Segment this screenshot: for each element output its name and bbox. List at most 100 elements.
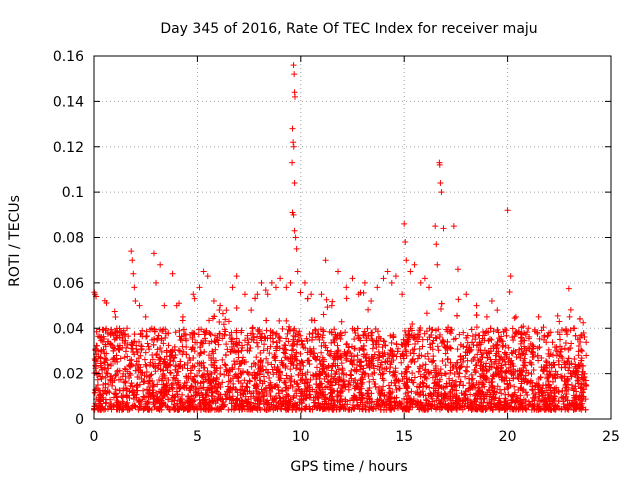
data-point-band [259,388,266,395]
data-point-band [551,390,558,397]
data-point-band [308,317,315,324]
data-point [535,313,542,320]
data-point-band [442,391,449,398]
data-point-band [314,330,321,337]
data-point-band [295,383,302,390]
data-point-band [412,400,419,407]
data-point-band [561,345,568,352]
data-point-band [568,373,575,380]
data-point-band [113,399,120,406]
data-point-band [435,382,442,389]
data-point [290,139,297,146]
data-point-band [205,373,212,380]
data-point-band [190,355,197,362]
data-point-band [177,403,184,410]
data-point-band [200,364,207,371]
data-point-band [500,342,507,349]
data-point-band [518,334,525,341]
data-point-band [335,381,342,388]
data-point [111,336,118,343]
data-point-band [263,317,270,324]
data-point-band [238,371,245,378]
x-axis-label: GPS time / hours [290,459,407,475]
data-point-band [228,335,235,342]
data-point-band [416,352,423,359]
data-point-band [391,406,398,413]
chart-title: Day 345 of 2016, Rate Of TEC Index for r… [160,21,537,37]
data-point-band [580,330,587,337]
data-point-band [132,403,139,410]
data-point-band [357,377,364,384]
data-point-band [365,332,372,339]
data-point-band [463,334,470,341]
data-point-band [256,377,263,384]
data-point-band [278,401,285,408]
data-point-band [207,331,214,338]
data-point-band [408,377,415,384]
data-point-band [110,332,117,339]
data-point-band [271,395,278,402]
data-point-band [324,304,331,311]
data-point-band [494,365,501,372]
data-point-band [267,379,274,386]
data-point-band [415,368,422,375]
data-point-band [492,394,499,401]
data-point-band [472,331,479,338]
data-point-band [364,325,371,332]
data-point-band [203,391,210,398]
x-tick-label: 0 [90,429,99,445]
data-point-band [165,377,172,384]
data-point-band [554,312,561,319]
data-point-band [234,389,241,396]
data-point-band [447,359,454,366]
data-point-band [119,337,126,344]
data-point-band [493,389,500,396]
data-point-band [313,356,320,363]
data-point-band [458,363,465,370]
data-point-band [228,400,235,407]
data-point-band [520,323,527,330]
data-point-band [185,374,192,381]
data-point-band [433,381,440,388]
data-point-band [141,356,148,363]
data-point [380,275,387,282]
data-point-band [509,392,516,399]
data-point-band [560,400,567,407]
data-point-band [522,405,529,412]
data-point [190,291,197,298]
data-point-band [312,327,319,334]
data-point-band [202,335,209,342]
data-point-band [442,362,449,369]
data-point-band [165,362,172,369]
data-point-band [251,372,258,379]
data-point-band [510,406,517,413]
data-point-band [405,392,412,399]
data-point-band [461,391,468,398]
data-point-band [181,361,188,368]
data-point-band [345,381,352,388]
data-point [407,268,414,275]
data-point-band [126,388,133,395]
data-point-band [549,351,556,358]
data-point-band [97,360,104,367]
data-point [388,279,395,286]
data-point [417,279,424,286]
data-point [272,284,279,291]
data-point-band [359,345,366,352]
data-point-band [206,387,213,394]
data-point [292,234,299,241]
data-point-band [272,405,279,412]
data-point-band [161,375,168,382]
data-point [131,284,138,291]
data-point-band [211,313,218,320]
data-point-band [569,385,576,392]
data-point-band [517,384,524,391]
data-point [403,257,410,264]
y-tick-label: 0.1 [62,185,84,201]
data-point-band [496,335,503,342]
data-point-band [443,380,450,387]
data-point-band [492,358,499,365]
data-point-band [272,353,279,360]
data-point-band [543,358,550,365]
data-point-band [570,368,577,375]
